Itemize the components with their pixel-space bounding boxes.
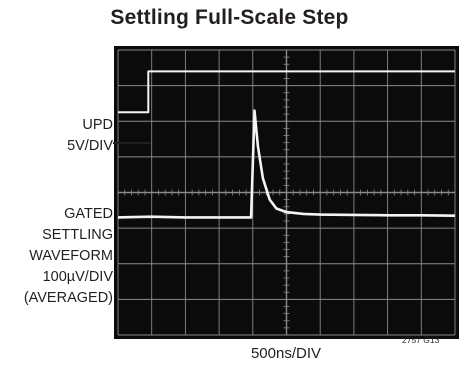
figure-id: 2757 G13 (402, 335, 440, 345)
settling-trace (117, 109, 456, 219)
channel-label-upd-scale: 5V/DIV (67, 138, 113, 154)
chart-title: Settling Full-Scale Step (110, 6, 349, 29)
x-axis-label: 500ns/DIV (250, 345, 322, 362)
channel-label-upd: UPD (82, 117, 113, 133)
upd-marker (113, 142, 151, 144)
channel-label-waveform: WAVEFORM (29, 248, 113, 264)
oscilloscope-screen (114, 46, 459, 339)
traces (117, 70, 456, 219)
graticule (117, 49, 456, 336)
channel-label-settling: SETTLING (42, 227, 113, 243)
channel-label-averaged: (AVERAGED) (23, 290, 113, 306)
channel-label-gated: GATED (64, 206, 113, 222)
channel-label-settling-scale: 100µV/DIV (42, 269, 113, 285)
upd-trace (118, 70, 455, 114)
